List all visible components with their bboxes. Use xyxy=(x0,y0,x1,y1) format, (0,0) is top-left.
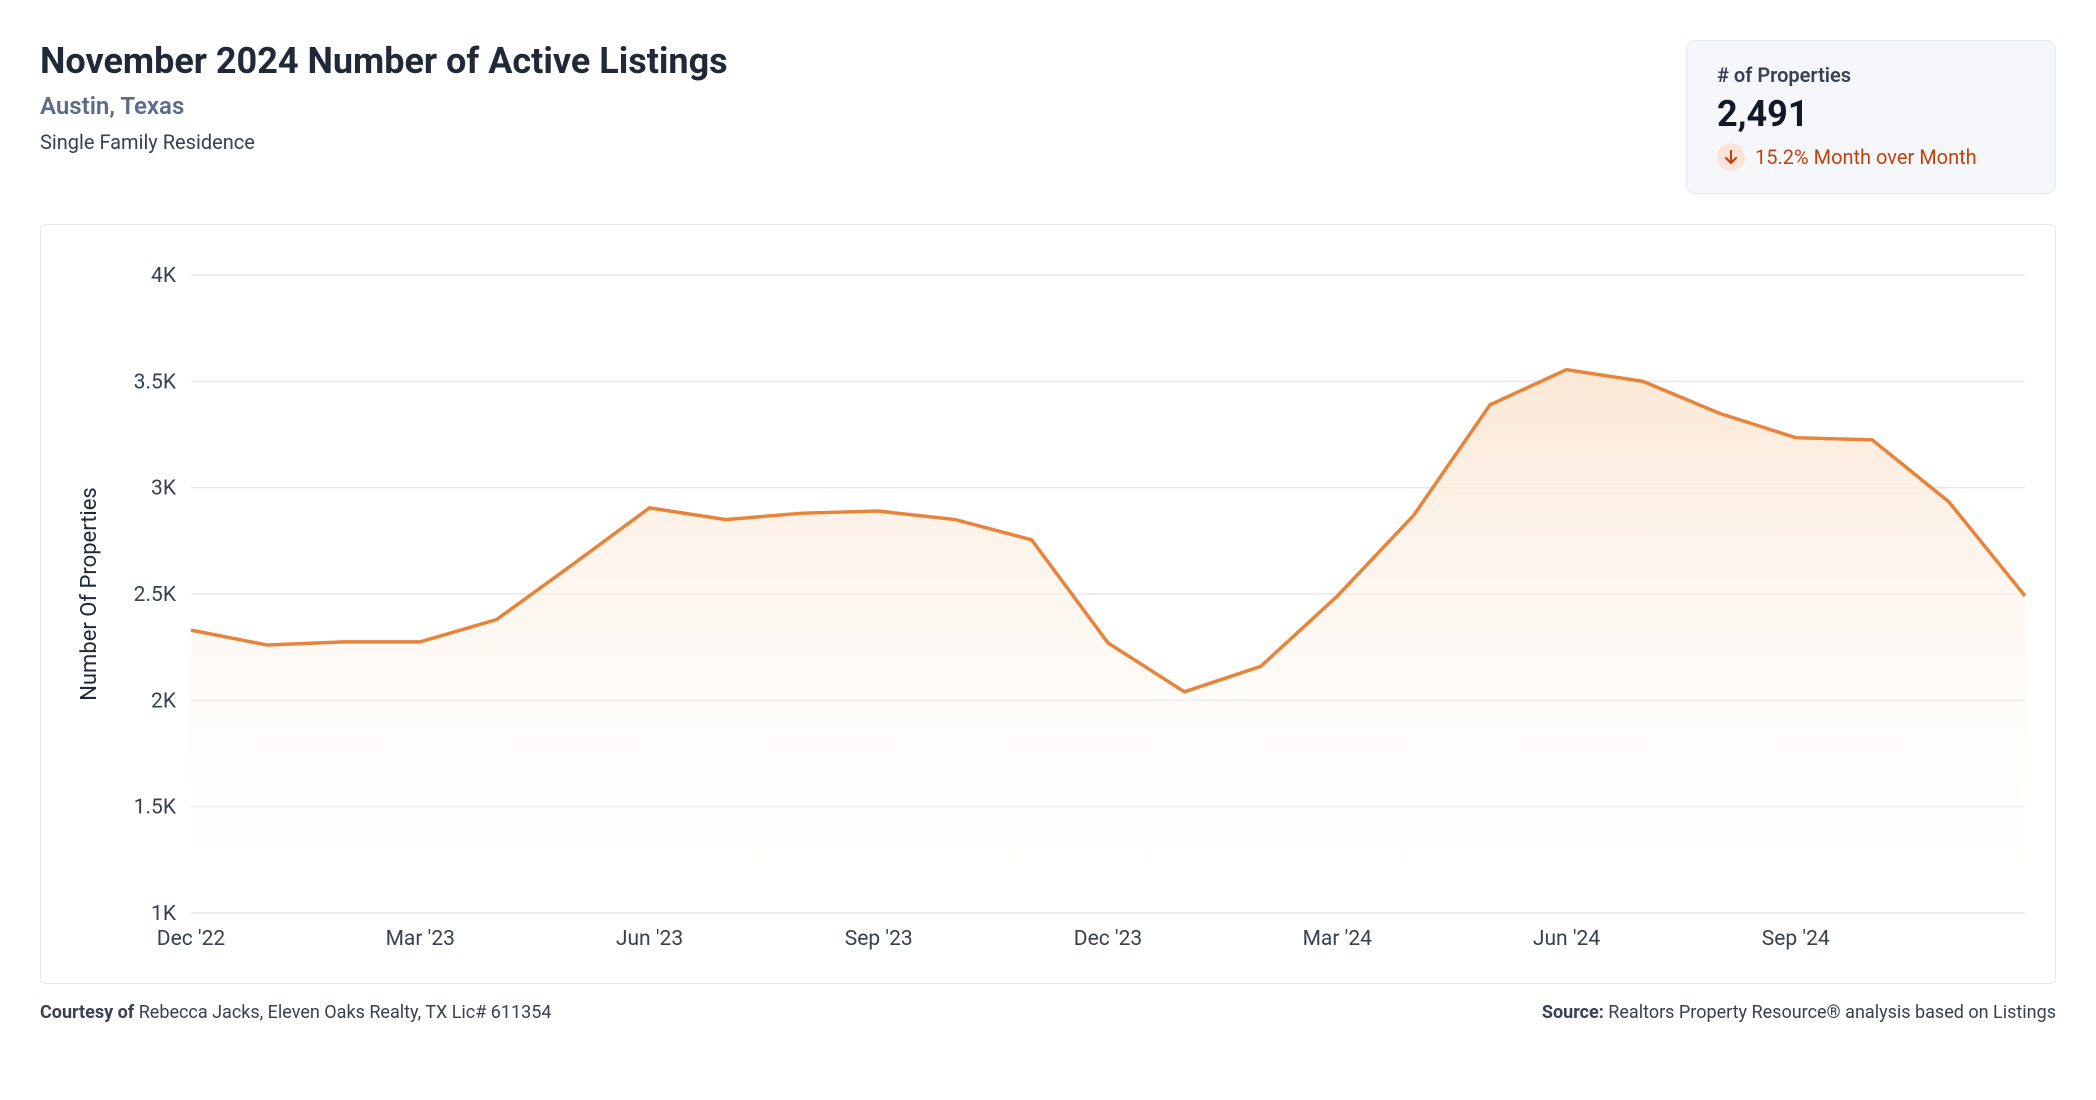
location-subtitle: Austin, Texas xyxy=(40,92,728,120)
y-axis-title: Number Of Properties xyxy=(77,487,102,701)
svg-text:Mar '24: Mar '24 xyxy=(1303,927,1373,951)
svg-text:2.5K: 2.5K xyxy=(134,583,177,607)
page-title: November 2024 Number of Active Listings xyxy=(40,40,728,82)
stat-change: 15.2% Month over Month xyxy=(1717,143,2025,171)
source-label: Source: xyxy=(1542,1002,1604,1023)
svg-text:1K: 1K xyxy=(151,902,177,926)
svg-text:3.5K: 3.5K xyxy=(134,370,177,394)
property-type-subtitle: Single Family Residence xyxy=(40,130,728,154)
svg-text:Jun '24: Jun '24 xyxy=(1533,927,1600,951)
courtesy-value: Rebecca Jacks, Eleven Oaks Realty, TX Li… xyxy=(139,1002,552,1023)
svg-text:2K: 2K xyxy=(151,689,177,713)
active-listings-chart: 1K 1.5K 2K 2.5K 3K 3.5K 4K Number Of Properties… xyxy=(51,245,2045,973)
courtesy-label: Courtesy of xyxy=(40,1002,134,1023)
stat-value: 2,491 xyxy=(1717,93,2025,135)
svg-text:Sep '23: Sep '23 xyxy=(845,927,913,951)
svg-text:Dec '22: Dec '22 xyxy=(157,927,226,951)
header-row: November 2024 Number of Active Listings … xyxy=(40,40,2056,194)
title-block: November 2024 Number of Active Listings … xyxy=(40,40,728,154)
footer-row: Courtesy of Rebecca Jacks, Eleven Oaks R… xyxy=(40,1002,2056,1023)
chart-container: 1K 1.5K 2K 2.5K 3K 3.5K 4K Number Of Properties… xyxy=(40,224,2056,984)
svg-text:Dec '23: Dec '23 xyxy=(1074,927,1142,951)
svg-text:Jun '23: Jun '23 xyxy=(616,927,683,951)
svg-text:Sep '24: Sep '24 xyxy=(1762,927,1830,951)
down-arrow-icon xyxy=(1717,143,1745,171)
courtesy-text: Courtesy of Rebecca Jacks, Eleven Oaks R… xyxy=(40,1002,551,1023)
stat-change-text: 15.2% Month over Month xyxy=(1755,145,1977,169)
svg-text:4K: 4K xyxy=(151,264,177,288)
svg-text:1.5K: 1.5K xyxy=(134,796,177,820)
stat-label: # of Properties xyxy=(1717,63,2025,87)
source-value: Realtors Property Resource® analysis bas… xyxy=(1608,1002,2056,1023)
source-text: Source: Realtors Property Resource® anal… xyxy=(1542,1002,2056,1023)
svg-text:Mar '23: Mar '23 xyxy=(386,927,455,951)
svg-text:3K: 3K xyxy=(151,477,177,501)
stat-card: # of Properties 2,491 15.2% Month over M… xyxy=(1686,40,2056,194)
